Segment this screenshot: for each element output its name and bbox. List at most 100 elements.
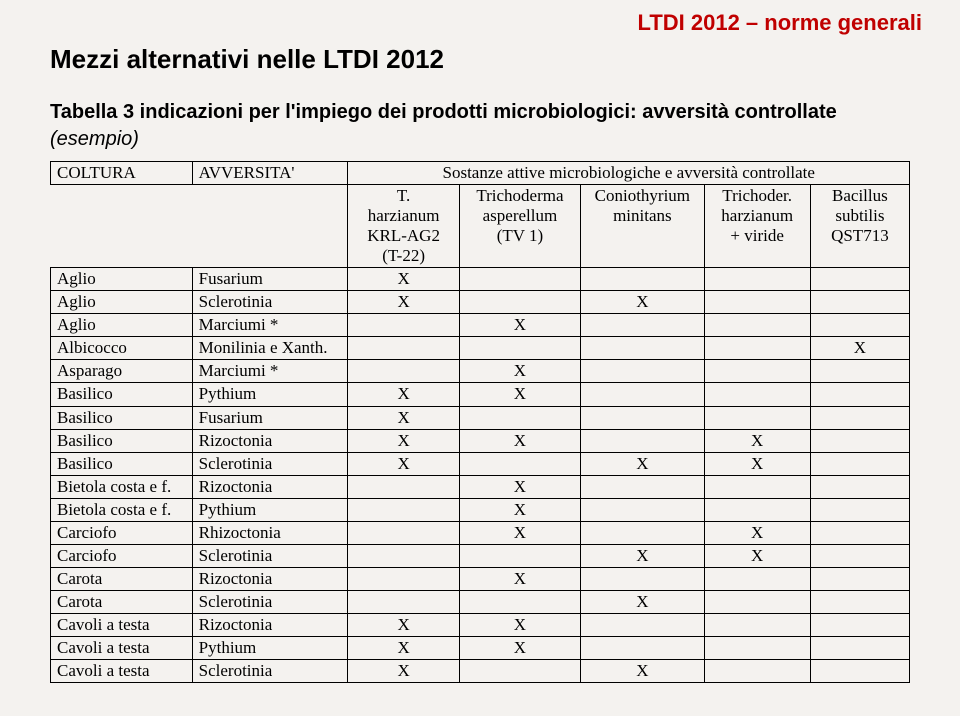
- cell-coltura: Bietola costa e f.: [51, 475, 193, 498]
- cell-x-1: [459, 660, 580, 683]
- col-header-3: Trichoder. harzianum + viride: [704, 185, 810, 268]
- table-row: AglioMarciumi * X: [51, 314, 910, 337]
- cell-coltura: Basilico: [51, 429, 193, 452]
- col-header-1: Trichoderma asperellum (TV 1): [459, 185, 580, 268]
- cell-coltura: Cavoli a testa: [51, 660, 193, 683]
- cell-x-0: X: [348, 452, 459, 475]
- cell-avversita: Rizoctonia: [192, 475, 348, 498]
- cell-x-4: [810, 291, 909, 314]
- cell-x-2: [581, 360, 704, 383]
- cell-x-3: [704, 406, 810, 429]
- banner-label: LTDI 2012 – norme generali: [638, 10, 922, 36]
- cell-coltura: Cavoli a testa: [51, 636, 193, 659]
- col-header-2: Coniothyrium minitans: [581, 185, 704, 268]
- cell-avversita: Fusarium: [192, 406, 348, 429]
- cell-x-1: X: [459, 521, 580, 544]
- cell-x-3: [704, 337, 810, 360]
- col-header-coltura: COLTURA: [51, 162, 193, 185]
- table-row: CarciofoRhizoctoniaXX: [51, 521, 910, 544]
- cell-x-0: X: [348, 429, 459, 452]
- cell-x-4: [810, 383, 909, 406]
- cell-x-2: [581, 429, 704, 452]
- cell-coltura: Carota: [51, 567, 193, 590]
- table-row: AlbicoccoMonilinia e Xanth. X: [51, 337, 910, 360]
- cell-x-4: [810, 521, 909, 544]
- cell-x-3: [704, 268, 810, 291]
- cell-x-4: [810, 613, 909, 636]
- cell-x-1: X: [459, 498, 580, 521]
- cell-x-0: X: [348, 660, 459, 683]
- cell-coltura: Basilico: [51, 383, 193, 406]
- cell-x-2: [581, 406, 704, 429]
- cell-x-3: [704, 660, 810, 683]
- cell-x-2: [581, 636, 704, 659]
- table-row: BasilicoFusariumX: [51, 406, 910, 429]
- table-row: BasilicoPythiumXX: [51, 383, 910, 406]
- cell-avversita: Sclerotinia: [192, 452, 348, 475]
- subtitle: Tabella 3 indicazioni per l'impiego dei …: [50, 101, 910, 124]
- cell-x-2: [581, 383, 704, 406]
- cell-x-1: [459, 544, 580, 567]
- cell-x-0: X: [348, 291, 459, 314]
- cell-avversita: Monilinia e Xanth.: [192, 337, 348, 360]
- cell-x-1: X: [459, 360, 580, 383]
- table-row: CarotaSclerotinia X: [51, 590, 910, 613]
- cell-x-4: X: [810, 337, 909, 360]
- cell-coltura: Bietola costa e f.: [51, 498, 193, 521]
- cell-x-0: X: [348, 636, 459, 659]
- data-table: COLTURA AVVERSITA' Sostanze attive micro…: [50, 161, 910, 683]
- cell-x-2: [581, 498, 704, 521]
- cell-x-0: [348, 544, 459, 567]
- cell-coltura: Aglio: [51, 268, 193, 291]
- cell-coltura: Carota: [51, 590, 193, 613]
- cell-avversita: Marciumi *: [192, 314, 348, 337]
- cell-x-3: [704, 360, 810, 383]
- cell-x-2: [581, 475, 704, 498]
- cell-x-1: X: [459, 314, 580, 337]
- cell-x-1: X: [459, 636, 580, 659]
- cell-x-1: X: [459, 475, 580, 498]
- cell-x-3: [704, 291, 810, 314]
- cell-x-4: [810, 475, 909, 498]
- cell-x-1: [459, 291, 580, 314]
- table-row: CarotaRizoctoniaX: [51, 567, 910, 590]
- cell-x-3: [704, 567, 810, 590]
- cell-x-2: X: [581, 660, 704, 683]
- cell-x-3: [704, 613, 810, 636]
- cell-x-1: [459, 452, 580, 475]
- table-row: Bietola costa e f.PythiumX: [51, 498, 910, 521]
- cell-x-0: [348, 475, 459, 498]
- cell-coltura: Albicocco: [51, 337, 193, 360]
- cell-avversita: Sclerotinia: [192, 660, 348, 683]
- cell-avversita: Marciumi *: [192, 360, 348, 383]
- col-header-avversita: AVVERSITA': [192, 162, 348, 185]
- cell-x-1: [459, 337, 580, 360]
- cell-avversita: Sclerotinia: [192, 590, 348, 613]
- table-row: BasilicoSclerotiniaXXX: [51, 452, 910, 475]
- cell-x-3: X: [704, 521, 810, 544]
- cell-x-4: [810, 429, 909, 452]
- cell-x-0: X: [348, 383, 459, 406]
- cell-x-2: [581, 567, 704, 590]
- cell-coltura: Aglio: [51, 291, 193, 314]
- col-header-0: T. harzianum KRL-AG2 (T-22): [348, 185, 459, 268]
- cell-x-3: X: [704, 452, 810, 475]
- cell-coltura: Cavoli a testa: [51, 613, 193, 636]
- cell-x-4: [810, 567, 909, 590]
- cell-x-4: [810, 660, 909, 683]
- cell-coltura: Aglio: [51, 314, 193, 337]
- cell-coltura: Carciofo: [51, 544, 193, 567]
- cell-avversita: Rizoctonia: [192, 429, 348, 452]
- cell-x-2: X: [581, 590, 704, 613]
- cell-x-3: [704, 636, 810, 659]
- cell-x-0: [348, 567, 459, 590]
- cell-x-0: X: [348, 406, 459, 429]
- col-header-4: Bacillus subtilis QST713: [810, 185, 909, 268]
- table-row: Cavoli a testaPythiumXX: [51, 636, 910, 659]
- example-label: (esempio): [50, 128, 910, 151]
- table-row: Cavoli a testaSclerotiniaXX: [51, 660, 910, 683]
- cell-x-1: [459, 406, 580, 429]
- cell-avversita: Fusarium: [192, 268, 348, 291]
- cell-x-2: X: [581, 452, 704, 475]
- cell-x-2: [581, 521, 704, 544]
